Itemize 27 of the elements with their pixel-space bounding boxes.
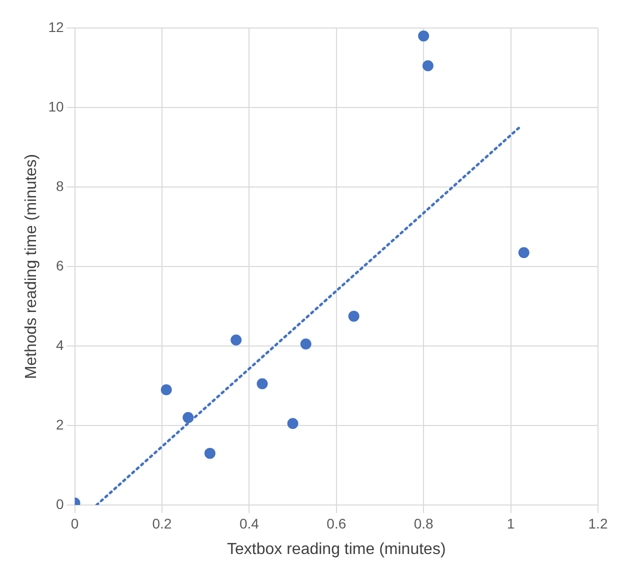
point — [422, 60, 434, 72]
point — [160, 384, 172, 396]
y-tick-label: 10 — [48, 98, 64, 114]
point — [518, 247, 530, 258]
point — [230, 334, 242, 346]
point — [348, 310, 360, 322]
point — [182, 412, 194, 424]
x-tick-label: 0.4 — [239, 515, 260, 532]
x-tick-label: 1.2 — [588, 515, 608, 532]
y-tick-label: 4 — [56, 336, 64, 353]
point — [204, 448, 216, 459]
point — [418, 30, 430, 42]
point — [256, 378, 268, 390]
x-tick-label: 1 — [506, 515, 515, 532]
y-tick-label: 2 — [56, 416, 64, 432]
y-axis-title: Methods reading time (minutes) — [23, 154, 40, 379]
x-tick-label: 0.2 — [152, 515, 172, 532]
x-tick-label: 0 — [70, 515, 79, 532]
y-tick-label: 0 — [56, 496, 64, 512]
x-tick-label: 0.8 — [414, 515, 434, 532]
point — [300, 338, 312, 350]
point — [287, 418, 298, 430]
y-tick-label: 8 — [56, 178, 64, 194]
x-tick-label: 0.6 — [326, 515, 346, 532]
y-tick-label: 12 — [48, 18, 64, 35]
x-axis-title: Textbox reading time (minutes) — [227, 540, 446, 558]
y-tick-label: 6 — [56, 257, 64, 274]
